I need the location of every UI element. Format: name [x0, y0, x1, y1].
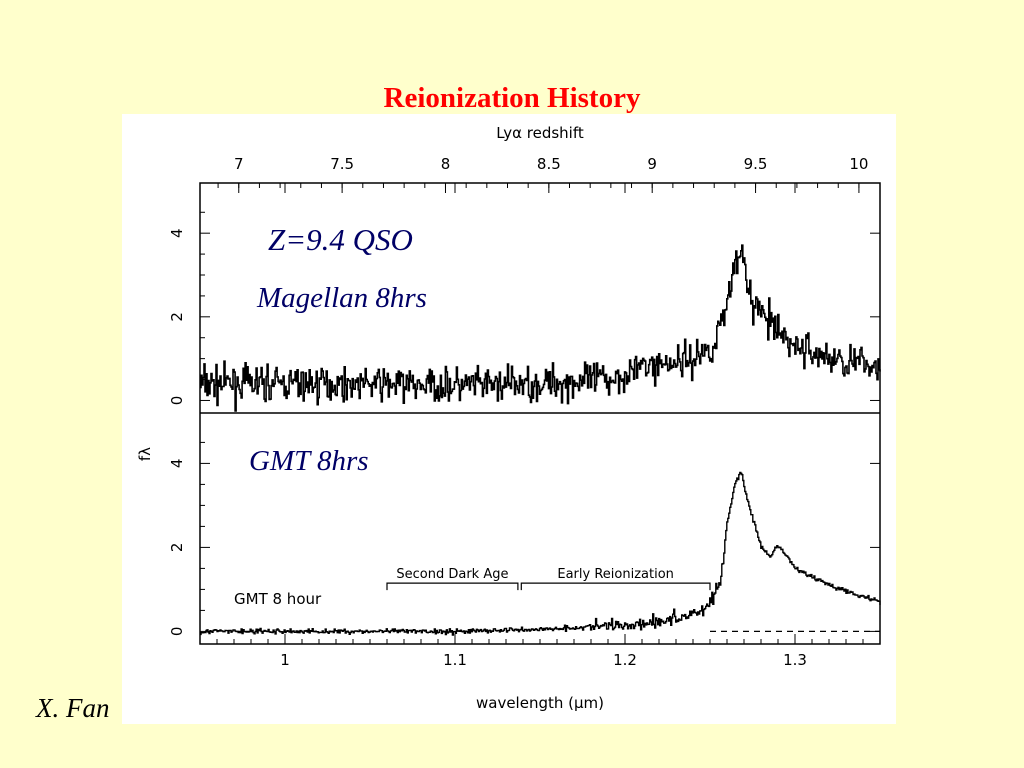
- annotation-magellan: Magellan 8hrs: [257, 282, 427, 314]
- y-axis-label: fλ: [136, 447, 154, 461]
- x-tick-label: 1.3: [783, 651, 807, 669]
- x-tick-label: 1: [280, 651, 290, 669]
- y-tick-label: 4: [168, 459, 186, 469]
- y-tick-label: 0: [168, 396, 186, 406]
- z-tick-label: 7: [234, 155, 244, 173]
- z-tick-label: 7.5: [330, 155, 354, 173]
- chart-axes: 1 1.1 1.2 1.3 7 7.5 8 8.5 9 9.5 10 0 2 4 0 2 4: [168, 155, 881, 669]
- slide-title: Reionization History: [383, 82, 641, 114]
- top-axis-label: Lyα redshift: [496, 124, 584, 142]
- bracket-label-second-dark-age: Second Dark Age: [396, 567, 508, 582]
- bracket-second-dark-age: [386, 582, 519, 591]
- spectrum-figure: Second Dark Age Early Reionization 1 1.1 1.…: [122, 114, 896, 724]
- author-credit: X. Fan: [36, 693, 110, 723]
- bracket-label-early-reionization: Early Reionization: [557, 567, 674, 582]
- top-panel-magellan: [200, 244, 881, 412]
- y-tick-label: 2: [168, 543, 186, 553]
- bottom-panel-gmt: Second Dark Age Early Reionization: [200, 471, 881, 636]
- z-tick-label: 8.5: [537, 155, 561, 173]
- x-axis-label: wavelength (μm): [476, 694, 604, 712]
- magellan-spectrum-line: [200, 244, 881, 412]
- gmt-trace-legend: GMT 8 hour: [234, 590, 322, 608]
- x-tick-label: 1.2: [613, 651, 637, 669]
- z-tick-label: 10: [849, 155, 868, 173]
- annotation-gmt: GMT 8hrs: [249, 445, 369, 477]
- z-tick-label: 8: [441, 155, 451, 173]
- gmt-spectrum-line: [200, 471, 881, 636]
- z-tick-label: 9: [647, 155, 657, 173]
- y-tick-label: 0: [168, 627, 186, 637]
- y-tick-label: 4: [168, 228, 186, 238]
- spectrum-chart: Second Dark Age Early Reionization 1 1.1 1.…: [136, 124, 881, 712]
- bracket-early-reionization: [520, 582, 711, 591]
- annotation-qso: Z=9.4 QSO: [268, 222, 413, 257]
- x-tick-label: 1.1: [443, 651, 467, 669]
- z-tick-label: 9.5: [744, 155, 768, 173]
- y-tick-label: 2: [168, 312, 186, 322]
